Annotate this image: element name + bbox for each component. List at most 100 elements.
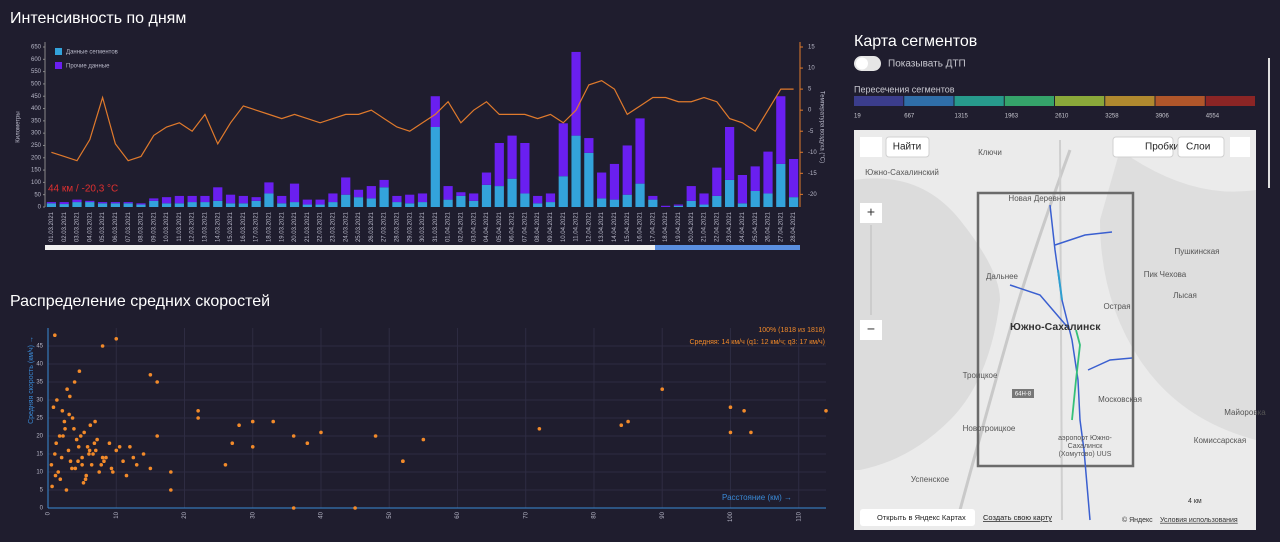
point [250, 445, 255, 449]
bar-segment [443, 199, 453, 207]
timeline-selection[interactable] [655, 245, 800, 250]
legend-tick: 4554 [1206, 114, 1220, 120]
y2-tick-label: 10 [808, 66, 815, 72]
create-map[interactable]: Создать свою карту [983, 513, 1052, 522]
legend-swatch [55, 62, 62, 69]
bar-segment [686, 186, 696, 201]
point [50, 484, 54, 489]
point [114, 448, 119, 453]
point [53, 452, 57, 456]
map[interactable]: Найти Пробки Слои + − Ключи Южно-Сахалин… [854, 130, 1266, 530]
bar-segment [59, 204, 69, 207]
fullscreen-button[interactable] [1230, 137, 1250, 157]
x-tick-label: 22.03.2021 [318, 211, 324, 242]
bar-segment [622, 194, 632, 207]
x-tick-label: 10.03.2021 [164, 211, 170, 242]
point [223, 463, 228, 467]
zoom-in[interactable] [860, 203, 882, 223]
scrollbar[interactable] [1268, 58, 1270, 188]
bar-segment [289, 183, 300, 203]
find-button[interactable] [885, 136, 930, 158]
y2-axis-label: Температура воздуха (°C) [818, 91, 824, 163]
bar-segment [328, 193, 338, 203]
y-tick-label: 35 [36, 380, 43, 386]
point [728, 430, 733, 435]
bar-segment [353, 189, 364, 198]
x-tick-label: 23.03.2021 [331, 211, 337, 242]
point [87, 448, 92, 453]
point [742, 409, 746, 413]
layers-button[interactable] [1177, 136, 1225, 158]
point [421, 437, 426, 442]
bar-segment [712, 167, 722, 196]
bar-segment [443, 186, 453, 200]
toggle-knob[interactable] [856, 57, 868, 70]
bar-segment [302, 199, 312, 205]
bar-segment [251, 200, 261, 207]
point [749, 430, 753, 435]
bar-segment [571, 51, 581, 136]
zoom-out-icon: − [867, 321, 875, 337]
toggle-label: Показывать ДТП [888, 59, 966, 70]
bar-segment [545, 193, 556, 203]
bar-segment [353, 197, 364, 207]
y-tick-label: 550 [31, 69, 42, 75]
point [169, 488, 173, 492]
bar-segment [417, 193, 428, 203]
bar-segment [469, 200, 479, 207]
bar-segment [648, 199, 658, 207]
bar-segment [686, 200, 696, 207]
x-tick-label: 20 [182, 511, 188, 518]
point [65, 387, 69, 391]
timeline-range[interactable] [45, 245, 655, 250]
bar-segment [110, 203, 120, 207]
x-tick-label: 21.04.2021 [702, 211, 708, 242]
point [271, 419, 276, 424]
y2-tick-label: -10 [808, 150, 817, 156]
bar-segment [174, 195, 184, 204]
point [80, 463, 84, 467]
point [100, 455, 105, 460]
bar-segment [97, 202, 108, 204]
x-tick-label: 07.04.2021 [522, 211, 528, 242]
zoom-out[interactable] [860, 320, 882, 340]
point [95, 437, 99, 442]
x-tick-label: 30 [250, 511, 256, 518]
point [626, 419, 630, 424]
legend-tick: 3906 [1156, 114, 1170, 120]
point [56, 470, 61, 474]
terms[interactable]: Условия использования [1160, 517, 1238, 524]
point [114, 337, 119, 341]
point [63, 427, 67, 431]
place: Московская [1098, 395, 1142, 404]
point [66, 448, 71, 453]
open-yandex[interactable] [860, 509, 975, 526]
x-tick-label: 26.03.2021 [369, 211, 375, 242]
x-tick-label: 10 [114, 511, 120, 518]
bar-segment [379, 187, 389, 207]
segment [1054, 231, 1113, 246]
legend-tick: 3258 [1105, 114, 1119, 120]
y-tick-label: 650 [31, 45, 42, 51]
bar-segment [328, 202, 338, 207]
point [85, 445, 90, 449]
traffic-button[interactable] [1112, 136, 1174, 158]
y-tick-label: 0 [38, 205, 42, 211]
x-tick-label: 11.04.2021 [574, 211, 580, 241]
map-title: Карта сегментов [854, 33, 977, 50]
point [109, 466, 114, 471]
point [73, 466, 78, 471]
place: Южно-Сахалинский [865, 168, 939, 177]
locate-button[interactable] [860, 137, 882, 157]
bar-segment [520, 143, 530, 194]
bar-segment [251, 197, 261, 201]
bar-segment [469, 193, 479, 201]
bar-segment [341, 177, 351, 195]
x-tick-label: 31.03.2021 [433, 211, 439, 242]
point [81, 481, 86, 485]
legend-label: Прочие данные [66, 64, 110, 70]
point [131, 455, 136, 460]
bar-segment [136, 204, 146, 207]
point [155, 434, 159, 438]
x-tick-label: 40 [319, 511, 325, 518]
